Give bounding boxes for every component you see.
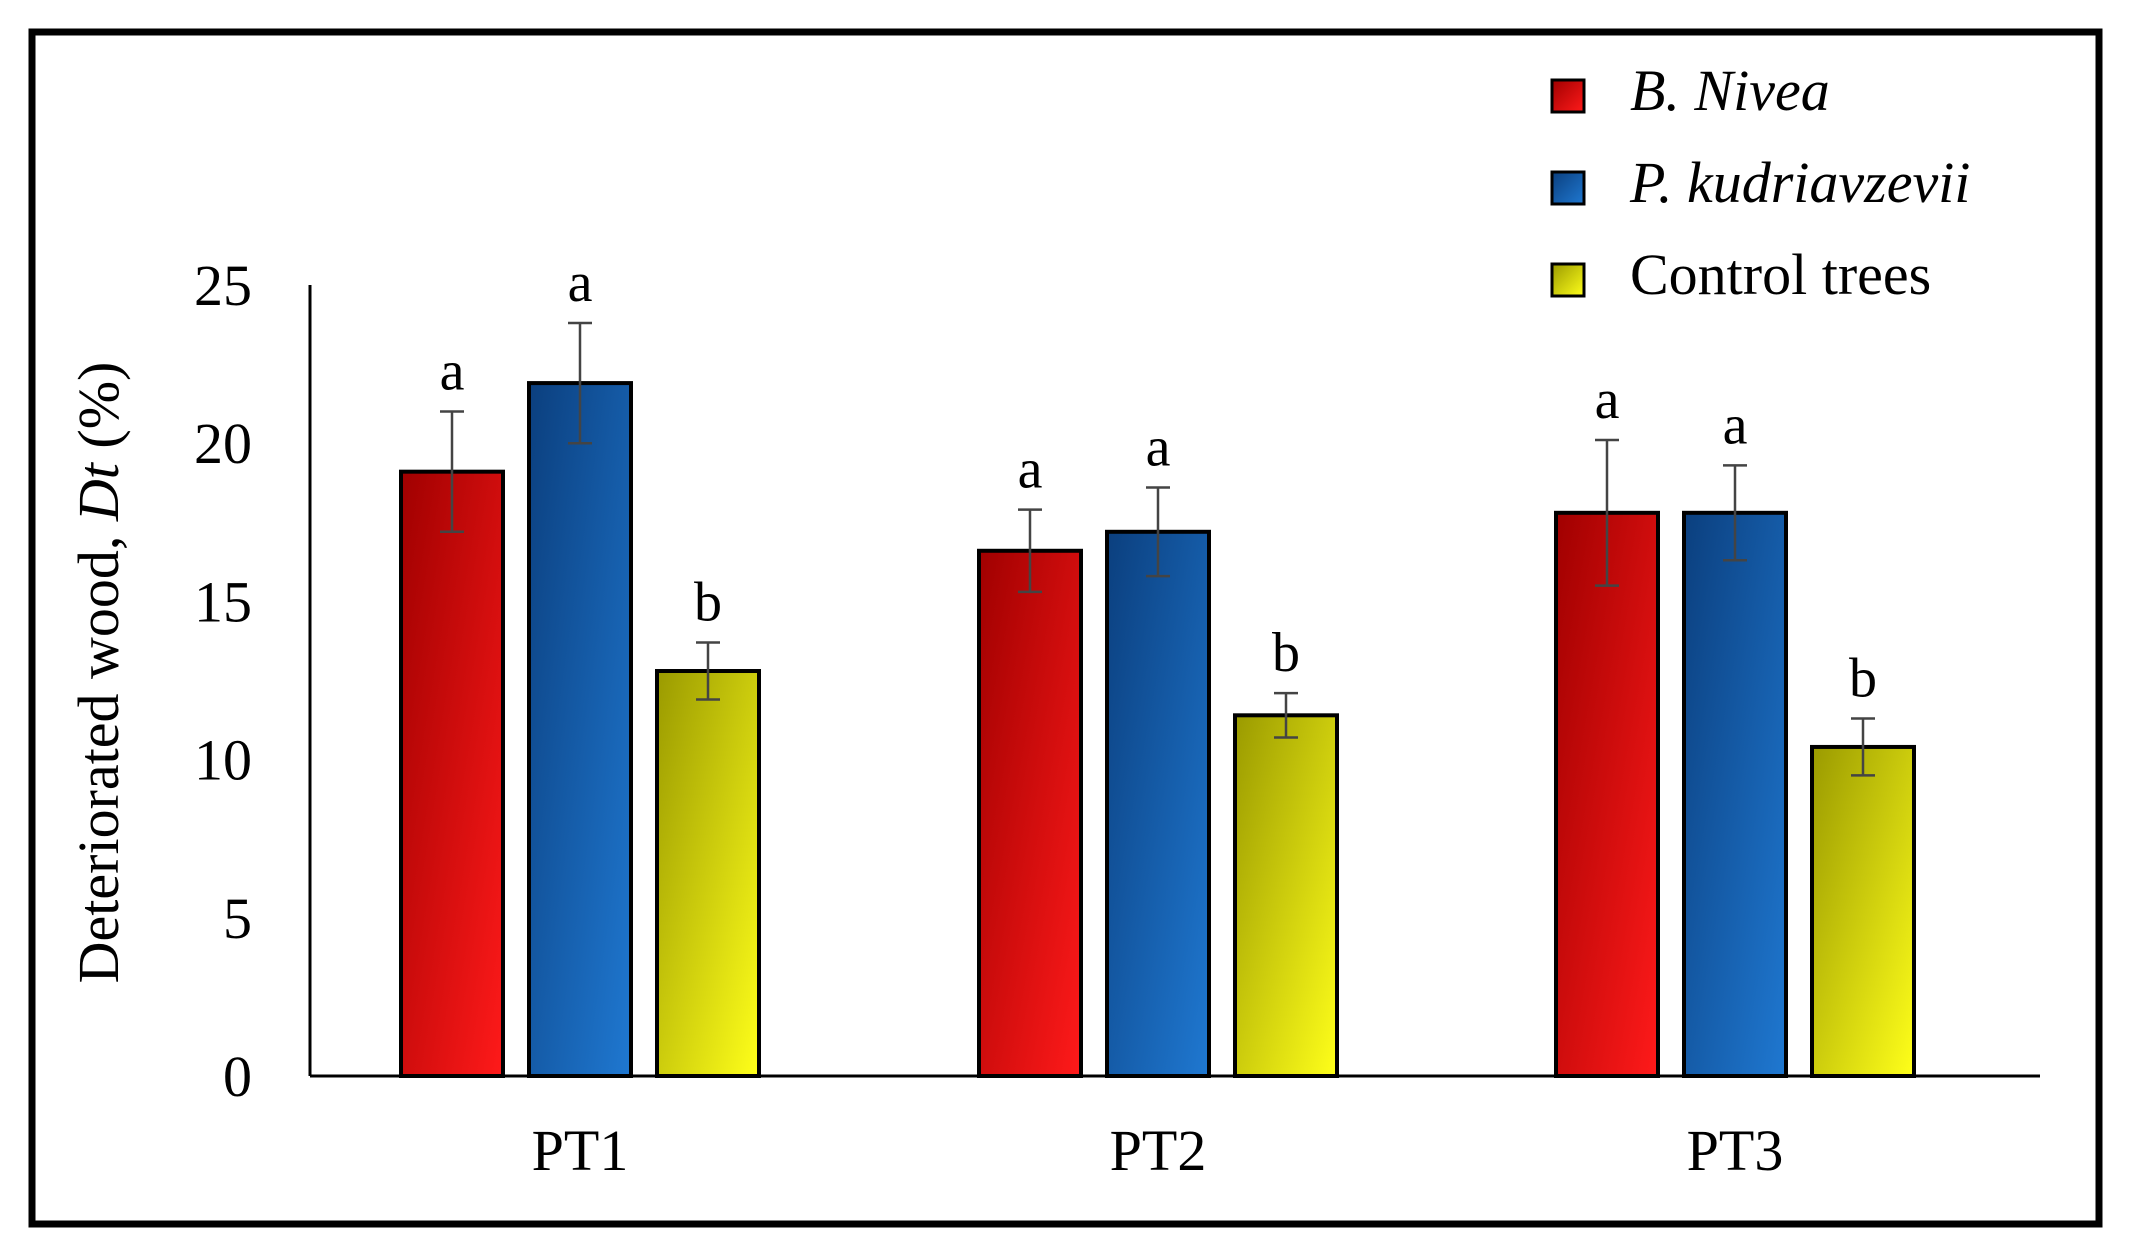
bars: [399, 321, 1916, 1079]
bar: [977, 548, 1083, 1078]
y-tick-label: 15: [194, 569, 252, 634]
significance-letter: b: [1849, 647, 1877, 709]
legend-label: B. Nivea: [1630, 58, 1830, 123]
bar: [399, 469, 505, 1078]
labels: PT1 PT2 PT3 a a a a a a b b b: [440, 252, 1877, 1183]
x-category-label: PT3: [1687, 1118, 1784, 1183]
y-axis-label: Deteriorated wood, Dt (%): [66, 362, 131, 984]
significance-letter: a: [1018, 439, 1043, 501]
legend-swatch: [1550, 262, 1586, 298]
bar: [527, 381, 633, 1079]
significance-letter: a: [1723, 394, 1748, 456]
significance-letter: a: [1595, 369, 1620, 431]
x-category-label: PT2: [1110, 1118, 1207, 1183]
legend-label: P. kudriavzevii: [1629, 150, 1970, 215]
legend-swatch: [1550, 78, 1586, 114]
bar: [1682, 510, 1788, 1078]
y-tick-label: 20: [194, 411, 252, 476]
significance-letter: b: [694, 572, 722, 634]
bar: [655, 669, 761, 1078]
y-tick-label: 5: [223, 886, 252, 951]
y-tick-label: 10: [194, 728, 252, 793]
bar: [1233, 713, 1339, 1079]
bar: [1810, 744, 1916, 1078]
significance-letter: a: [1146, 416, 1171, 478]
significance-letter: a: [568, 252, 593, 314]
bar: [1554, 510, 1660, 1078]
significance-letter: b: [1272, 622, 1300, 684]
legend: B. Nivea P. kudriavzevii Control trees: [1550, 58, 1970, 307]
legend-label: Control trees: [1630, 242, 1931, 307]
y-tick-label: 25: [194, 253, 252, 318]
legend-swatch: [1550, 170, 1586, 206]
significance-letter: a: [440, 341, 465, 403]
x-category-label: PT1: [532, 1118, 629, 1183]
bar: [1105, 529, 1211, 1078]
y-tick-label: 0: [223, 1044, 252, 1109]
